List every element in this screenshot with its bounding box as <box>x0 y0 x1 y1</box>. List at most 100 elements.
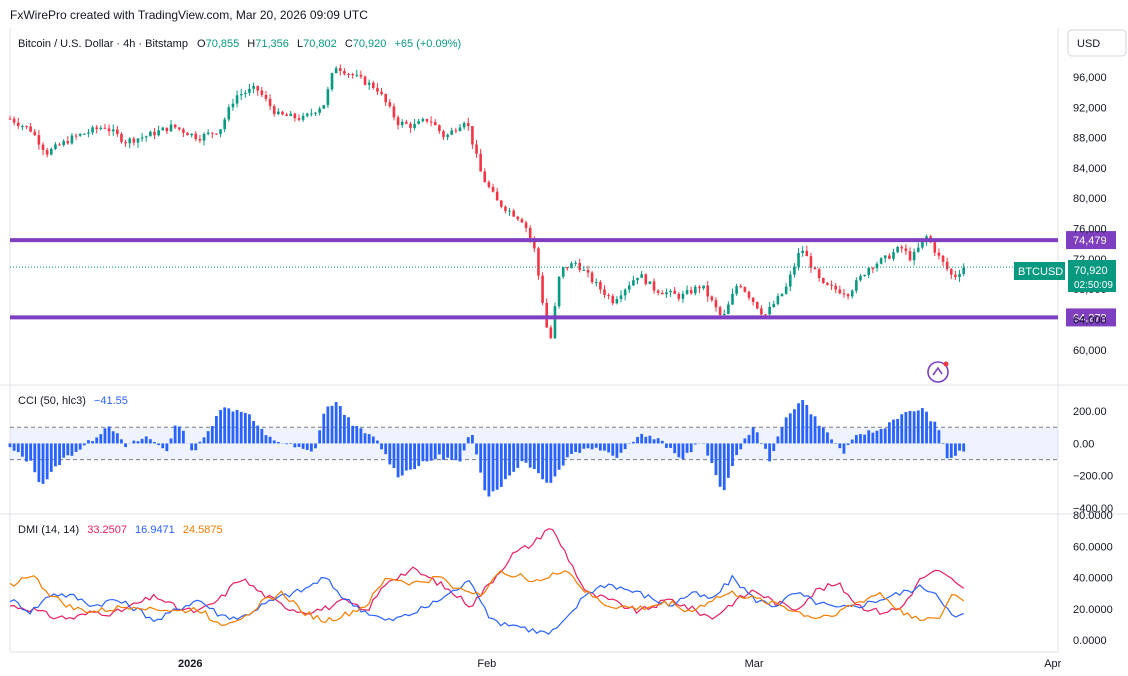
candle <box>116 126 119 137</box>
cci-bar <box>590 443 594 450</box>
dmi-axis[interactable]: 80.0000 60.0000 40.0000 20.0000 0.0000 <box>1073 510 1113 647</box>
cci-bar <box>776 436 780 444</box>
candle <box>520 217 524 224</box>
time-tick-label: Feb <box>477 658 496 670</box>
candle <box>103 123 107 130</box>
cci-bar <box>809 414 813 444</box>
cci-bar <box>817 425 821 444</box>
candle <box>322 104 326 109</box>
cci-bar <box>553 443 557 477</box>
cci-bar <box>272 440 276 444</box>
cci-bar <box>210 426 214 444</box>
candle <box>107 124 111 136</box>
cci-tick-label: 0.00 <box>1073 438 1094 450</box>
cci-bar <box>215 416 218 444</box>
cci-bar <box>945 443 949 459</box>
cci-bar <box>466 437 470 444</box>
candle <box>177 127 181 132</box>
candle <box>937 248 941 260</box>
dmi-series-line <box>9 569 965 627</box>
candle <box>561 266 565 279</box>
adx-value: 24.5875 <box>183 524 223 536</box>
candle <box>83 133 86 135</box>
cci-bar <box>239 411 243 444</box>
cci-bar <box>264 435 268 444</box>
price-axis[interactable]: 60,00064,00068,00072,00076,00080,00084,0… <box>1073 72 1107 357</box>
candle <box>871 266 875 274</box>
candle <box>714 297 718 312</box>
cci-bar <box>161 443 165 449</box>
cci-bar <box>437 443 441 455</box>
candle <box>314 111 317 117</box>
cci-bar <box>70 443 74 456</box>
cci-bar <box>718 443 722 487</box>
candle <box>384 93 387 106</box>
candle <box>578 258 582 273</box>
candle <box>421 117 425 123</box>
candle <box>912 248 916 266</box>
candle <box>169 120 173 132</box>
last-price-value: 70,920 <box>1074 265 1108 277</box>
cci-bar <box>677 443 681 458</box>
candle <box>694 285 697 296</box>
cci-bar <box>586 443 590 449</box>
candle <box>140 132 144 142</box>
cci-bar <box>82 443 86 446</box>
candle <box>310 108 313 117</box>
cci-bar <box>227 408 231 444</box>
candle <box>466 117 470 131</box>
currency-selector[interactable] <box>1067 29 1127 57</box>
cci-bar <box>58 443 61 466</box>
cci-bar <box>743 438 747 444</box>
candle <box>25 125 28 130</box>
price-candles <box>8 64 965 340</box>
cci-bar <box>305 443 309 450</box>
candle <box>689 286 693 295</box>
candle <box>438 124 441 134</box>
candle <box>330 72 334 92</box>
candle <box>210 132 214 139</box>
candle <box>698 285 701 294</box>
cci-bar <box>107 426 111 444</box>
cci-bar <box>132 440 136 444</box>
candle <box>830 280 833 291</box>
cci-bar <box>33 443 37 473</box>
cci-bar <box>425 443 429 462</box>
cci-bar <box>772 443 776 452</box>
dmi-lines <box>9 528 965 635</box>
price-tick-label: 60,000 <box>1073 345 1107 357</box>
candle <box>260 87 264 98</box>
candle <box>37 130 41 150</box>
candle <box>182 127 185 138</box>
candle <box>665 288 668 298</box>
candle <box>594 278 598 287</box>
cci-bar <box>338 406 342 444</box>
candle <box>826 282 829 286</box>
candle <box>202 132 206 146</box>
candle <box>442 129 445 140</box>
candle <box>896 246 899 254</box>
candle <box>326 86 330 109</box>
tradingview-assist-icon[interactable] <box>927 361 949 383</box>
cci-bar <box>359 428 363 444</box>
cci-bar <box>446 443 450 458</box>
candle <box>805 245 809 257</box>
candle <box>652 278 656 294</box>
cci-bar <box>173 425 177 444</box>
candle <box>487 180 491 189</box>
cci-bar <box>41 443 45 484</box>
horizontal-levels[interactable]: 74,479 64,278 <box>10 231 1116 327</box>
cci-bar <box>826 432 829 444</box>
cci-bar <box>640 433 644 444</box>
candle <box>239 88 243 100</box>
time-axis[interactable]: 2026 Feb Mar Apr <box>178 658 1062 670</box>
candle <box>863 274 866 277</box>
cci-axis[interactable]: 200.00 0.00 −200.00 −400.00 <box>1073 406 1113 515</box>
candle <box>372 80 375 90</box>
candle <box>553 302 557 340</box>
cci-bar <box>933 421 937 444</box>
cci-bar <box>656 438 660 444</box>
candle <box>252 82 255 94</box>
candle <box>627 281 631 293</box>
